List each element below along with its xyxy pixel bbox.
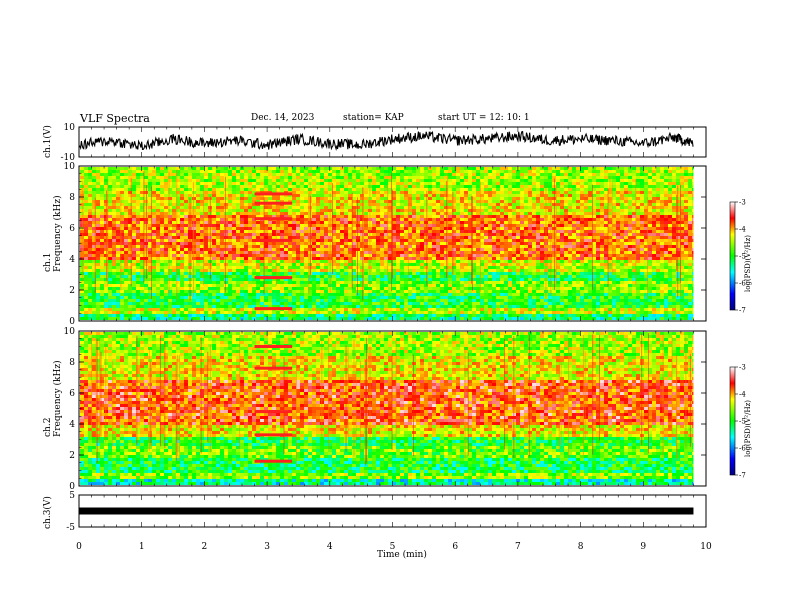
spectral-feature-line — [254, 217, 293, 221]
x-tick-label: 1 — [139, 542, 145, 552]
y-tick-label: -5 — [66, 523, 75, 533]
y-tick-label: 6 — [69, 224, 75, 234]
colorbar-tick-label: -6 — [739, 445, 746, 453]
ch2-colorbar-label: log(PSD)(V²/Hz) — [744, 400, 752, 457]
spectral-feature-line — [254, 433, 293, 437]
x-tick-label: 7 — [515, 542, 521, 552]
x-tick-label: 9 — [640, 542, 646, 552]
header-start-ut: start UT = 12: 10: 1 — [438, 113, 530, 123]
ch2-spectrogram-ylabel: ch.2 Frequency (kHz) — [43, 360, 63, 437]
x-tick-label: 6 — [452, 542, 458, 552]
y-tick-label: -10 — [61, 153, 76, 163]
header-station: station= KAP — [343, 113, 404, 123]
ch1-colorbar — [729, 201, 736, 311]
spectral-feature-line — [254, 366, 293, 370]
x-tick-label: 0 — [76, 542, 82, 552]
spectral-feature-line — [254, 201, 293, 205]
y-tick-label: 4 — [69, 420, 75, 430]
y-tick-label: 2 — [69, 451, 75, 461]
spectral-feature-line — [254, 410, 293, 414]
colorbar-tick-label: -5 — [739, 253, 746, 261]
x-tick-label: 3 — [264, 542, 270, 552]
spectral-feature-line — [254, 192, 293, 196]
y-tick-label: 4 — [69, 255, 75, 265]
x-tick-label: 4 — [327, 542, 333, 552]
colorbar-tick-label: -3 — [739, 364, 746, 372]
header-date: Dec. 14, 2023 — [251, 113, 315, 123]
x-tick-label: 10 — [700, 542, 712, 552]
y-tick-label: 10 — [64, 162, 76, 172]
ch1-waveform-trace — [78, 130, 694, 151]
y-tick-label: 0 — [69, 482, 75, 492]
colorbar-tick-label: -7 — [739, 307, 746, 315]
waveforms — [78, 130, 694, 515]
colorbar-tick-label: -3 — [739, 199, 746, 207]
ch3-waveform-trace — [79, 507, 694, 515]
y-tick-label: 5 — [69, 491, 75, 501]
y-tick-label: 8 — [69, 358, 75, 368]
ch1-spectrogram-ylabel: ch.1 Frequency (kHz) — [43, 195, 63, 272]
ch1-colorbar-label: log(PSD)(V²/Hz) — [744, 235, 752, 292]
colorbar-tick-label: -4 — [739, 391, 746, 399]
ch1-waveform-ylabel: ch.1(V) — [43, 125, 53, 158]
y-tick-label: 0 — [69, 317, 75, 327]
x-tick-label: 8 — [578, 542, 584, 552]
spectral-feature-line — [254, 307, 293, 311]
spectral-feature-line — [254, 459, 293, 463]
spectral-feature-line — [254, 345, 293, 348]
ch3-waveform-ylabel: ch.3(V) — [43, 496, 53, 529]
y-tick-label: 6 — [69, 389, 75, 399]
colorbar-tick-label: -7 — [739, 472, 746, 480]
y-tick-label: 2 — [69, 286, 75, 296]
y-tick-label: 8 — [69, 193, 75, 203]
colorbar-tick-label: -6 — [739, 280, 746, 288]
ch2-spectrogram-panel — [80, 331, 706, 486]
x-tick-label: 5 — [390, 542, 396, 552]
x-tick-label: 2 — [202, 542, 208, 552]
figure-title: VLF Spectra — [80, 112, 150, 125]
ch1-spectrogram-panel — [80, 166, 706, 321]
y-tick-label: 10 — [64, 123, 76, 133]
spectral-feature-line — [254, 238, 293, 242]
ch2-colorbar — [729, 366, 736, 476]
x-axis-title: Time (min) — [377, 550, 427, 560]
colorbar-tick-label: -5 — [739, 418, 746, 426]
y-tick-label: 10 — [64, 327, 76, 337]
spectral-feature-line — [254, 276, 293, 280]
colorbar-tick-label: -4 — [739, 226, 746, 234]
colorbar-ticks: -3 -4 -5 -6 -7 -3 -4 -5 -6 -7 — [735, 199, 746, 480]
